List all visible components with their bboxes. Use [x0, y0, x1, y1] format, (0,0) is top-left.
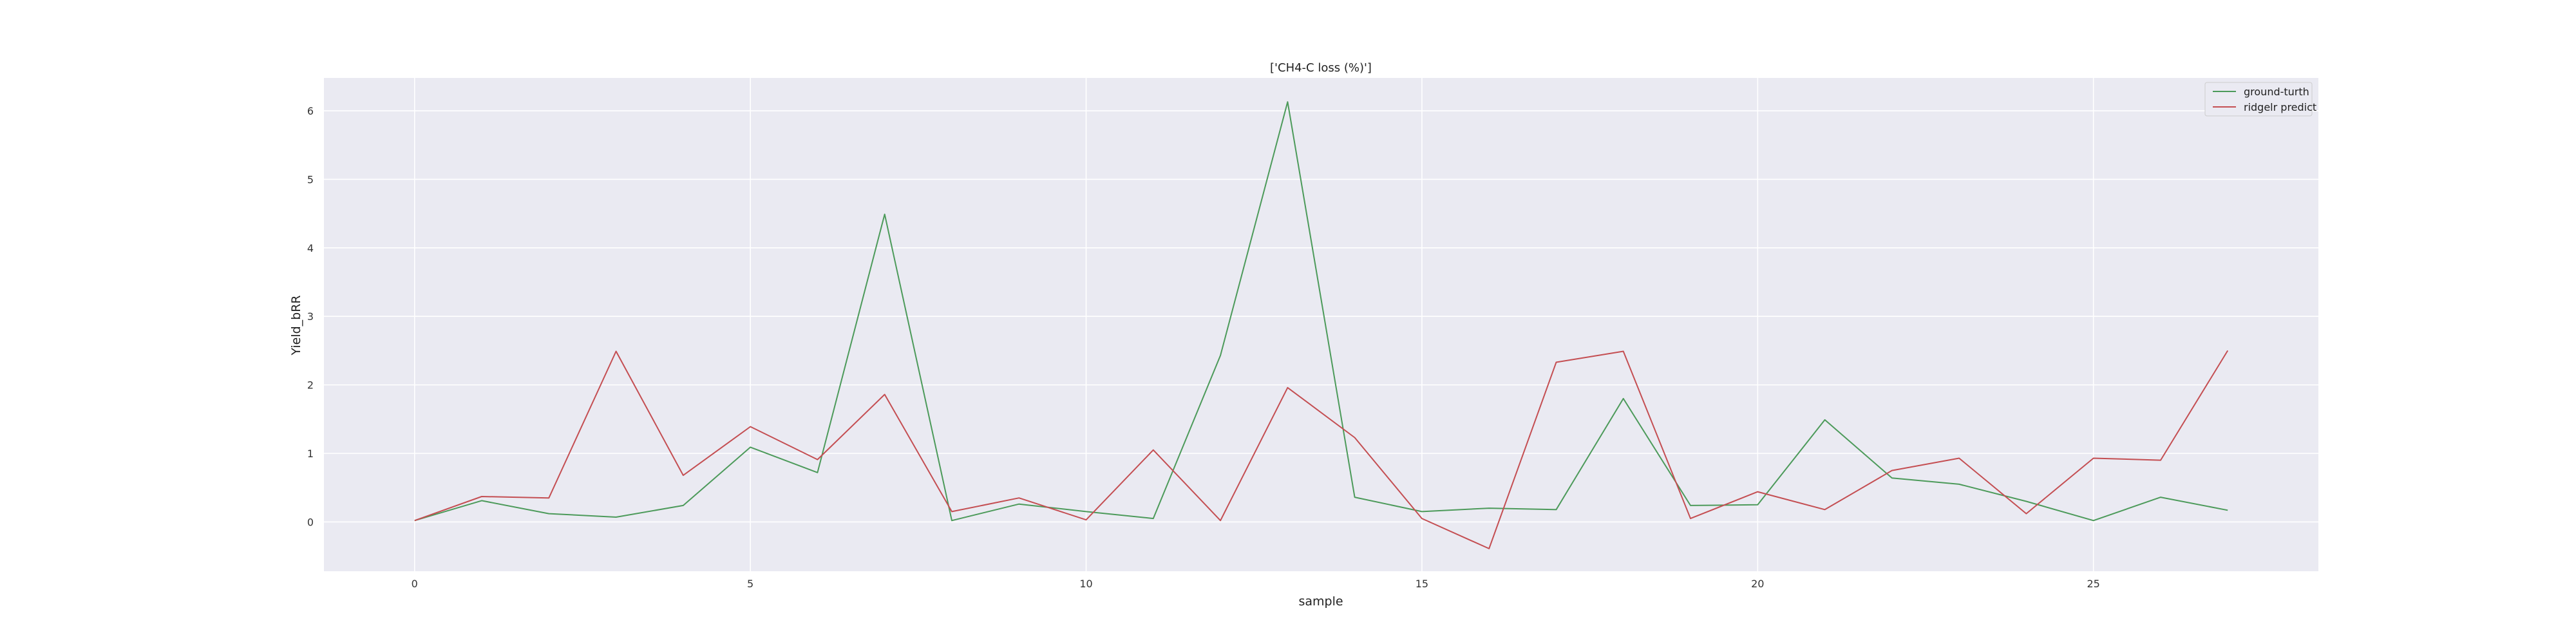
x-axis-title: sample — [1298, 594, 1343, 609]
y-axis-title: Yield_bRR — [289, 295, 303, 355]
x-tick-label: 0 — [412, 578, 418, 590]
legend-label-ground-turth: ground-turth — [2244, 86, 2309, 98]
y-tick-label: 2 — [307, 379, 314, 392]
y-tick-label: 5 — [307, 173, 314, 185]
plot-area-background — [324, 78, 2318, 571]
x-tick-label: 20 — [1751, 578, 1764, 590]
x-tick-label: 15 — [1416, 578, 1428, 590]
x-tick-label: 10 — [1079, 578, 1092, 590]
y-tick-label: 0 — [307, 516, 314, 528]
series-lines — [414, 101, 2229, 549]
x-tick-label: 5 — [747, 578, 753, 590]
grid-lines — [324, 78, 2318, 571]
legend-label-ridgelr-predict: ridgelr predict — [2244, 101, 2316, 113]
legend: ground-turth ridgelr predict — [2204, 82, 2316, 117]
series-line-ridgelr-predict — [414, 350, 2229, 549]
y-tick-label: 6 — [307, 105, 314, 117]
chart-title: ['CH4-C loss (%)'] — [1270, 61, 1372, 75]
tick-labels: 0 5 10 15 20 25 0 1 2 3 4 5 6 — [307, 105, 2100, 590]
series-line-ground-turth — [414, 101, 2228, 522]
x-tick-label: 25 — [2087, 578, 2099, 590]
y-tick-label: 4 — [307, 242, 314, 254]
y-tick-label: 1 — [307, 448, 314, 460]
y-tick-label: 3 — [307, 310, 314, 323]
